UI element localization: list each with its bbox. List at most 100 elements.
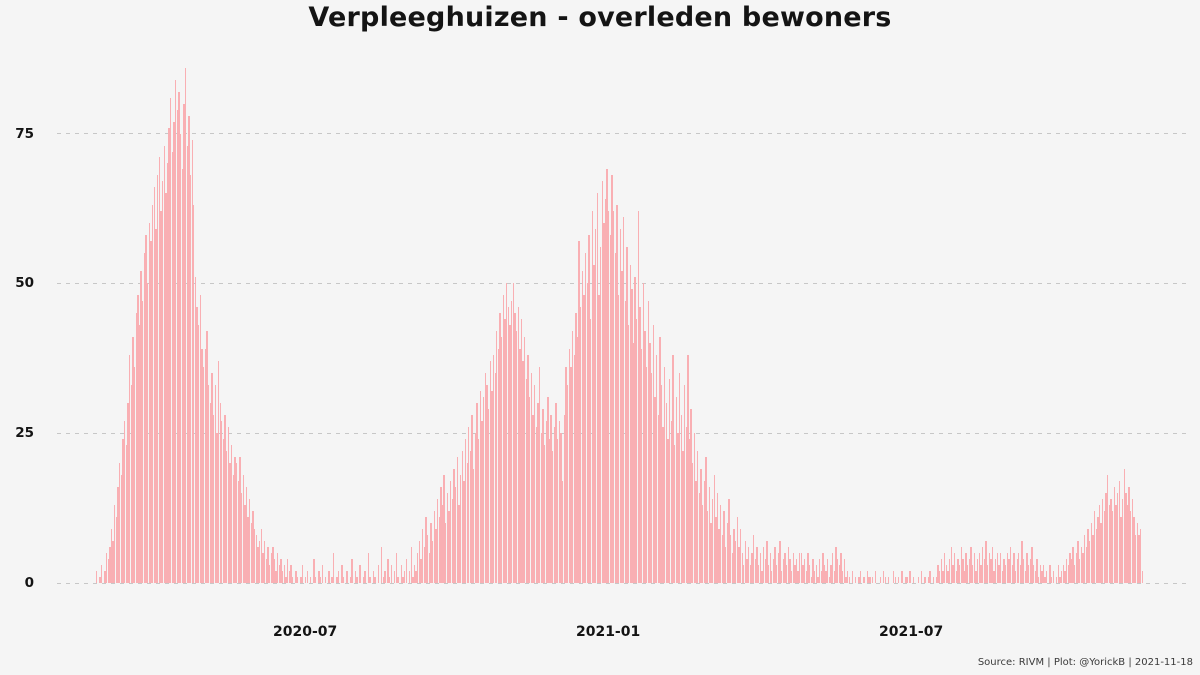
bar [212,415,215,583]
bar [221,421,223,583]
bar [948,559,951,583]
bar [958,565,961,583]
bar [1077,541,1079,583]
bar [985,541,987,583]
bar [354,571,356,583]
bar [529,397,531,583]
bar [716,493,719,583]
bar [109,547,111,583]
bar [789,559,791,583]
bar [838,565,840,583]
bar [657,415,659,583]
bar [771,571,773,583]
bar [468,427,470,583]
bar [583,295,585,583]
bar [940,559,943,583]
bar [524,337,526,583]
bar [795,559,798,583]
bar [300,577,302,583]
bar [805,571,808,583]
bar [647,301,649,583]
bar [585,253,587,583]
bar [665,403,668,583]
bar [272,547,274,583]
bar [1018,553,1020,583]
bar [239,457,241,583]
bar [677,433,679,583]
bar [1056,577,1058,583]
bar [759,553,761,583]
source-note: Source: RIVM | Plot: @YorickB | 2021-11-… [977,657,1193,668]
bar [346,571,348,583]
bar [952,565,954,583]
bar [217,361,220,583]
bar [988,553,990,583]
bar [667,439,669,583]
bar [436,499,439,583]
bar [998,565,1000,583]
bar [522,361,524,583]
bar [1062,565,1064,583]
bar [1044,577,1046,583]
bar [830,565,832,583]
bar [860,571,862,583]
bar [550,415,552,583]
bar [739,529,742,583]
bar [779,541,781,583]
bar [471,415,473,583]
bar [624,301,626,583]
bar [425,517,427,583]
bar [474,433,477,583]
bar [1013,553,1015,583]
bar [1042,565,1045,583]
bar [1021,541,1023,583]
bar [1115,505,1117,583]
bar [1141,571,1143,583]
bar [781,571,783,583]
bar [237,481,239,583]
bar [637,211,640,583]
bar [484,373,486,583]
bar [476,403,478,583]
bar [512,283,514,583]
bar [996,553,999,583]
bar [519,349,521,583]
bar [229,463,231,583]
bar [670,421,673,583]
bar [560,433,562,583]
bar [874,571,877,583]
bar [122,439,124,583]
bar [944,553,946,583]
bar [520,319,523,583]
bar [822,553,824,583]
bar [972,565,974,583]
bar [1057,565,1060,583]
bar [680,415,682,583]
bar [800,553,803,583]
bar [728,499,730,583]
bar [710,523,712,583]
bar [130,385,132,583]
bar [1003,559,1005,583]
bar [306,571,309,583]
bar [341,565,343,583]
bar [487,409,490,583]
bar [978,553,980,583]
bar [120,475,123,583]
bar [627,325,630,583]
bar [384,571,386,583]
bar [245,487,248,583]
bar [797,571,799,583]
bar [184,67,187,583]
bar [980,565,982,583]
bar [390,565,393,583]
bar [818,559,821,583]
bar [634,277,636,583]
bar [387,559,389,583]
bar [815,565,817,583]
bar [273,559,276,583]
bar [621,271,623,583]
bar [807,553,809,583]
bar [937,565,939,583]
bar [257,547,259,583]
